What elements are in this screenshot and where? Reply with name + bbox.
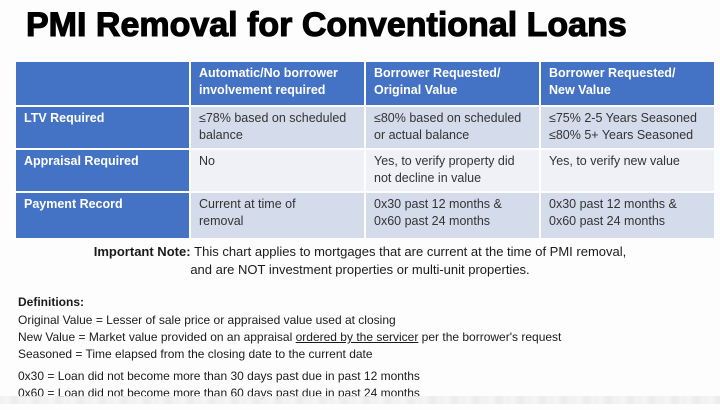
row-label-appraisal-required: Appraisal Required — [16, 150, 189, 191]
row-label-payment-record: Payment Record — [16, 193, 189, 238]
important-note: Important Note: This chart applies to mo… — [0, 243, 720, 278]
cell-payment-automatic: Current at time of removal — [191, 193, 364, 238]
cell-ltv-original-value: ≤80% based on scheduled or actual balanc… — [366, 107, 539, 148]
cell-payment-new-value: 0x30 past 12 months & 0x60 past 24 month… — [541, 193, 714, 238]
corner-cell — [16, 62, 189, 105]
cell-appraisal-new-value: Yes, to verify new value — [541, 150, 714, 191]
definition-new-value-suffix: per the borrower's request — [418, 330, 562, 345]
definition-seasoned: Seasoned = Time elapsed from the closing… — [18, 347, 373, 362]
table-header-row: Automatic/No borrower involvement requir… — [16, 62, 714, 105]
cell-ltv-new-value: ≤75% 2-5 Years Seasoned ≤80% 5+ Years Se… — [541, 107, 714, 148]
cell-appraisal-original-value: Yes, to verify property did not decline … — [366, 150, 539, 191]
table-row-appraisal-required: Appraisal Required No Yes, to verify pro… — [16, 150, 714, 191]
definition-new-value-prefix: New Value = Market value provided on an … — [18, 330, 296, 345]
page-title: PMI Removal for Conventional Loans — [25, 5, 627, 44]
definitions-heading: Definitions: — [18, 295, 84, 309]
cell-payment-original-value: 0x30 past 12 months & 0x60 past 24 month… — [366, 193, 539, 238]
column-header-automatic: Automatic/No borrower involvement requir… — [191, 62, 364, 105]
definition-0x30: 0x30 = Loan did not become more than 30 … — [18, 369, 420, 384]
definitions-section: Definitions: Original Value = Lesser of … — [18, 294, 698, 402]
pmi-removal-table: Automatic/No borrower involvement requir… — [14, 60, 716, 240]
important-note-line-2: and are NOT investment properties or mul… — [190, 261, 530, 277]
cell-appraisal-automatic: No — [191, 150, 364, 191]
table-row-payment-record: Payment Record Current at time of remova… — [16, 193, 714, 238]
cell-ltv-automatic: ≤78% based on scheduled balance — [191, 107, 364, 148]
definition-new-value-underlined-servicer: ordered by the servicer — [295, 330, 419, 345]
column-header-borrower-original-value: Borrower Requested/ Original Value — [366, 62, 539, 105]
important-note-text-1: This chart applies to mortgages that are… — [194, 244, 627, 259]
important-note-line-1: Important Note: This chart applies to mo… — [0, 243, 720, 261]
bottom-fade-artifact — [0, 396, 720, 404]
important-note-label: Important Note: — [93, 244, 191, 259]
column-header-borrower-new-value: Borrower Requested/ New Value — [541, 62, 714, 105]
table-row-ltv-required: LTV Required ≤78% based on scheduled bal… — [16, 107, 714, 148]
definition-original-value: Original Value = Lesser of sale price or… — [18, 313, 396, 328]
definition-new-value: New Value = Market value provided on an … — [18, 329, 698, 346]
row-label-ltv-required: LTV Required — [16, 107, 189, 148]
